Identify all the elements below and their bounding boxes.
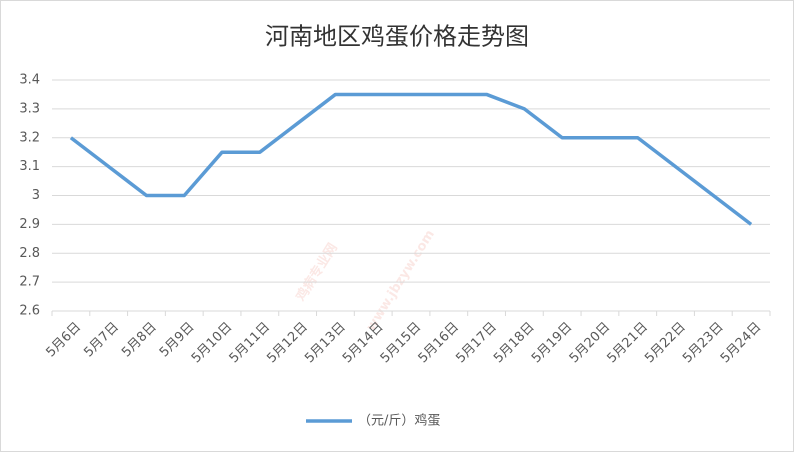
y-tick-label: 2.9: [19, 217, 40, 232]
y-tick-label: 2.6: [19, 304, 40, 319]
chart-title: 河南地区鸡蛋价格走势图: [265, 23, 529, 51]
y-tick-label: 3.1: [19, 159, 40, 174]
y-tick-label: 3: [32, 188, 40, 203]
y-tick-label: 3.4: [19, 73, 40, 88]
series-line: [69, 92, 753, 226]
y-tick-label: 2.8: [19, 246, 40, 261]
y-tick-label: 3.3: [19, 101, 40, 116]
y-tick-label: 3.2: [19, 130, 40, 145]
legend-label: （元/斤）鸡蛋: [358, 413, 440, 429]
y-tick-label: 2.7: [19, 275, 40, 290]
